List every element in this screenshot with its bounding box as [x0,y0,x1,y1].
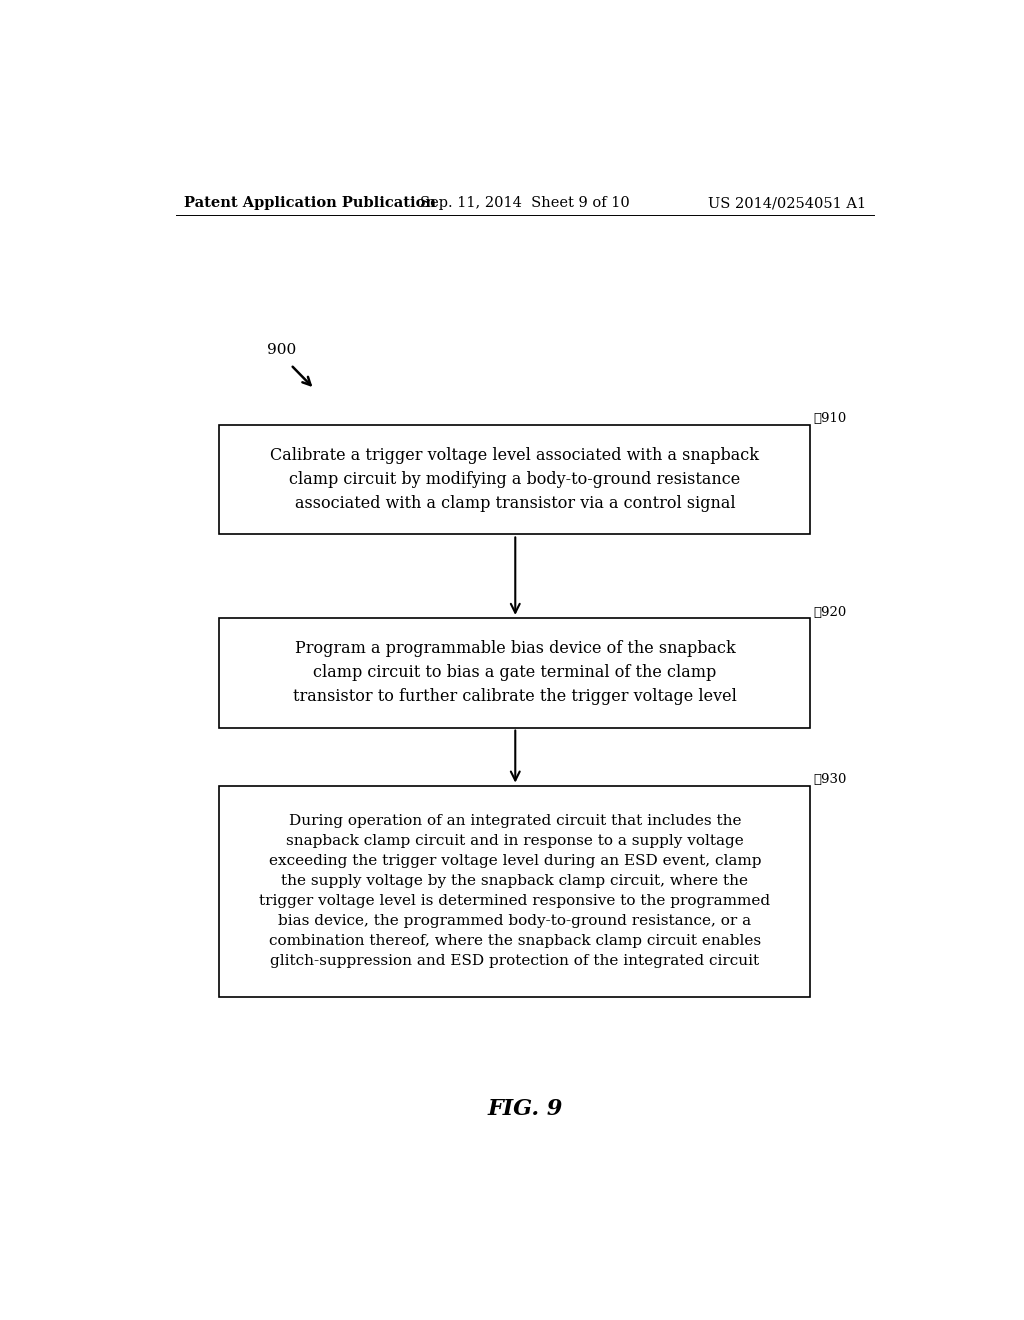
Bar [219,618,811,727]
Text: 900: 900 [267,343,296,356]
Text: Calibrate a trigger voltage level associated with a snapback
clamp circuit by mo: Calibrate a trigger voltage level associ… [270,447,760,512]
Text: 〈910: 〈910 [813,412,846,425]
Text: 〈930: 〈930 [813,774,846,787]
Text: Sep. 11, 2014  Sheet 9 of 10: Sep. 11, 2014 Sheet 9 of 10 [420,197,630,210]
Text: During operation of an integrated circuit that includes the
snapback clamp circu: During operation of an integrated circui… [259,814,770,969]
Bar [219,785,811,997]
Text: 〈920: 〈920 [813,606,846,619]
Text: US 2014/0254051 A1: US 2014/0254051 A1 [708,197,866,210]
Text: Program a programmable bias device of the snapback
clamp circuit to bias a gate : Program a programmable bias device of th… [293,640,737,705]
Bar [219,425,811,535]
Text: FIG. 9: FIG. 9 [487,1098,562,1119]
Text: Patent Application Publication: Patent Application Publication [183,197,435,210]
